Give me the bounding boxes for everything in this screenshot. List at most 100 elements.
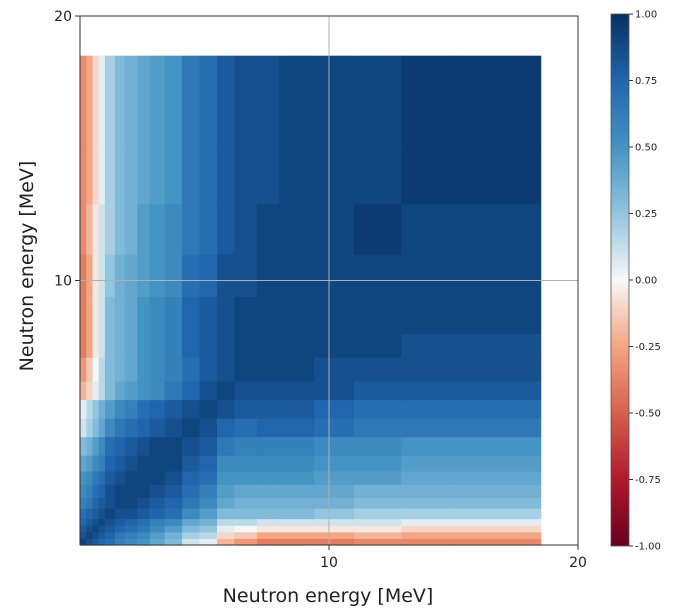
heatmap-cell	[149, 538, 166, 546]
heatmap-cell	[98, 254, 106, 297]
heatmap-cell	[216, 497, 235, 509]
heatmap-cell	[137, 436, 151, 456]
colorbar-tick-label: -1.00	[635, 542, 661, 553]
heatmap-cell	[216, 254, 235, 297]
heatmap-cell	[279, 357, 315, 382]
heatmap-cell	[199, 507, 218, 520]
heatmap-cell	[182, 525, 201, 533]
heatmap-cell	[80, 333, 87, 358]
heatmap-cell	[353, 203, 402, 255]
heatmap-cell	[137, 254, 151, 297]
heatmap-cell	[453, 381, 542, 401]
heatmap-cell	[137, 525, 151, 533]
heatmap-cell	[353, 507, 402, 520]
heatmap-cell	[137, 484, 151, 498]
heatmap-cell	[353, 531, 402, 539]
heatmap-cell	[279, 455, 315, 472]
heatmap-cell	[401, 518, 455, 526]
heatmap-cell	[149, 399, 166, 419]
colorbar-tick-label: -0.25	[635, 342, 661, 353]
heatmap-cell	[92, 436, 100, 456]
heatmap-cell	[182, 538, 201, 546]
heatmap-cell	[234, 381, 258, 401]
heatmap-cell	[453, 254, 542, 297]
heatmap-cell	[92, 55, 100, 149]
heatmap-cell	[216, 148, 235, 205]
heatmap-cell	[401, 525, 455, 533]
heatmap-cell	[256, 203, 280, 255]
heatmap-cell	[279, 497, 315, 509]
heatmap-cell	[182, 470, 201, 485]
heatmap-cell	[453, 525, 542, 533]
heatmap-cell	[92, 525, 100, 533]
colorbar	[610, 13, 630, 547]
heatmap-cell	[114, 455, 126, 472]
heatmap-cell	[353, 254, 402, 297]
heatmap-cell	[453, 357, 542, 382]
heatmap-cell	[149, 357, 166, 382]
heatmap-cell	[92, 357, 100, 382]
heatmap-cell	[234, 148, 258, 205]
heatmap-cell	[199, 148, 218, 205]
heatmap-cell	[124, 497, 138, 509]
heatmap-cell	[279, 381, 315, 401]
heatmap-cell	[401, 333, 455, 358]
colorbar-tick-label: 0.25	[635, 209, 657, 220]
heatmap-cell	[149, 436, 166, 456]
heatmap-cell	[453, 518, 542, 526]
heatmap-cell	[104, 203, 116, 255]
heatmap-cell	[182, 55, 201, 149]
heatmap-cell	[92, 518, 100, 526]
colorbar-tick-label: 0.50	[635, 143, 657, 154]
heatmap-cell	[279, 484, 315, 498]
heatmap-cell	[149, 418, 166, 438]
heatmap-cell	[137, 399, 151, 419]
heatmap-cell	[137, 538, 151, 546]
heatmap-cell	[279, 507, 315, 520]
heatmap-cell	[182, 381, 201, 401]
heatmap-cell	[199, 55, 218, 149]
heatmap-cell	[98, 470, 106, 485]
heatmap-cell	[104, 518, 116, 526]
heatmap-cell	[216, 203, 235, 255]
heatmap-cell	[182, 254, 201, 297]
heatmap-cell	[314, 518, 355, 526]
heatmap-cell	[98, 538, 106, 546]
heatmap-cell	[401, 296, 455, 334]
heatmap-cell	[124, 418, 138, 438]
heatmap-cell	[114, 399, 126, 419]
heatmap-cell	[92, 484, 100, 498]
heatmap-cell	[314, 381, 355, 401]
heatmap-cell	[256, 497, 280, 509]
heatmap-cell	[314, 538, 355, 546]
heatmap-cell	[279, 333, 315, 358]
heatmap-cell	[314, 55, 355, 149]
heatmap-cell	[98, 333, 106, 358]
heatmap-cell	[149, 507, 166, 520]
heatmap-cell	[104, 296, 116, 334]
heatmap-cell	[234, 538, 258, 546]
heatmap-cell	[114, 497, 126, 509]
heatmap-cell	[234, 418, 258, 438]
heatmap-cell	[199, 381, 218, 401]
heatmap-cell	[164, 538, 183, 546]
heatmap-cell	[353, 333, 402, 358]
heatmap-cell	[80, 399, 87, 419]
heatmap-cell	[114, 531, 126, 539]
heatmap-cell	[199, 333, 218, 358]
heatmap-cell	[234, 333, 258, 358]
heatmap-cell	[279, 399, 315, 419]
heatmap-cell	[256, 381, 280, 401]
heatmap-cell	[453, 296, 542, 334]
heatmap-cell	[98, 203, 106, 255]
heatmap-cell	[104, 484, 116, 498]
heatmap-cell	[216, 418, 235, 438]
heatmap-cell	[164, 484, 183, 498]
heatmap-cell	[314, 507, 355, 520]
heatmap-cell	[137, 507, 151, 520]
heatmap-cell	[86, 455, 94, 472]
heatmap-cell	[104, 381, 116, 401]
heatmap-cell	[114, 55, 126, 149]
heatmap-cell	[353, 357, 402, 382]
heatmap-cell	[216, 531, 235, 539]
